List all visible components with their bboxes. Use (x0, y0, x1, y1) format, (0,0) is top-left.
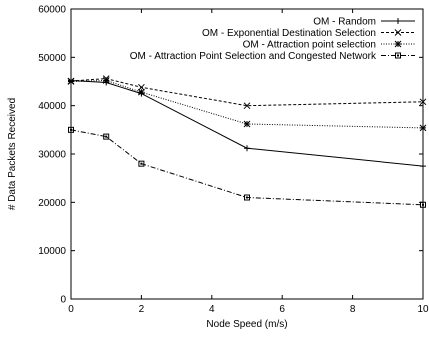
data-point-marker (395, 52, 401, 59)
data-point (243, 120, 251, 128)
data-point (102, 77, 110, 84)
x-tick-label: 6 (279, 304, 285, 315)
y-tick-label: 20000 (38, 198, 66, 209)
data-point-marker (244, 194, 250, 201)
legend-entry: OM - Exponential Destination Selection (202, 28, 415, 39)
data-point-marker (138, 83, 145, 91)
x-tick-label: 8 (350, 304, 356, 315)
data-point (244, 145, 250, 152)
series-2 (67, 75, 427, 110)
legend-label: OM - Attraction point selection (243, 40, 376, 51)
legend-entry: OM - Random (313, 17, 415, 28)
legend-label: OM - Attraction Point Selection and Cong… (130, 51, 377, 62)
data-point (419, 98, 427, 106)
y-tick-label: 30000 (38, 150, 66, 161)
data-point-marker (67, 78, 75, 85)
legend-label: OM - Random (313, 17, 376, 28)
data-point-core (397, 54, 399, 57)
y-tick-label: 0 (60, 295, 66, 306)
x-tick-label: 10 (417, 304, 429, 315)
series-layer (67, 75, 427, 208)
x-axis-label: Node Speed (m/s) (206, 319, 287, 330)
data-point-marker (244, 145, 250, 152)
y-tick-label: 40000 (38, 101, 66, 112)
x-tick-label: 2 (139, 304, 145, 315)
data-point (419, 124, 427, 132)
data-point-marker (394, 29, 402, 36)
data-point (394, 40, 402, 48)
data-point-marker (395, 18, 401, 24)
data-point (244, 194, 250, 201)
data-point-marker (138, 160, 145, 167)
data-point-marker (138, 88, 145, 96)
data-point-marker (243, 120, 251, 128)
x-tick-label: 4 (209, 304, 215, 315)
data-point (138, 160, 145, 167)
data-point-marker (394, 40, 402, 48)
data-point-marker (102, 77, 110, 84)
series-line (70, 129, 424, 206)
series-3 (67, 77, 427, 132)
y-tick-label: 60000 (38, 5, 66, 16)
data-point (138, 83, 145, 91)
data-point-marker (243, 102, 251, 110)
data-point-marker (420, 201, 426, 208)
data-point (103, 133, 110, 140)
legend-label: OM - Exponential Destination Selection (202, 28, 376, 39)
series-line (70, 79, 424, 129)
data-point (395, 52, 401, 59)
y-tick-label: 10000 (38, 246, 66, 257)
data-point (68, 126, 74, 133)
legend-entry: OM - Attraction point selection (243, 40, 415, 51)
legend-entry: OM - Attraction Point Selection and Cong… (130, 51, 415, 62)
data-point-core (140, 162, 143, 165)
data-point-marker (419, 124, 427, 132)
data-point (395, 18, 401, 24)
data-point (138, 88, 145, 96)
x-tick-label: 0 (68, 304, 74, 315)
data-point (420, 201, 426, 208)
series-4 (68, 126, 426, 208)
data-point (394, 29, 402, 36)
data-point-core (105, 135, 108, 138)
data-point (420, 163, 426, 170)
series-line (70, 78, 424, 107)
data-point (67, 78, 75, 85)
data-point-marker (68, 126, 74, 133)
data-point (243, 102, 251, 110)
data-point-core (70, 128, 72, 131)
data-point-core (246, 196, 248, 199)
y-tick-label: 50000 (38, 53, 66, 64)
y-axis-label: # Data Packets Received (7, 98, 18, 210)
data-point-core (422, 203, 424, 206)
data-point-marker (419, 98, 427, 106)
data-point-marker (103, 133, 110, 140)
data-point-marker (420, 163, 426, 170)
axis-ticks: 0 2 4 6 8 10 0 10000 20000 30000 40000 50000 60000 (38, 5, 429, 316)
